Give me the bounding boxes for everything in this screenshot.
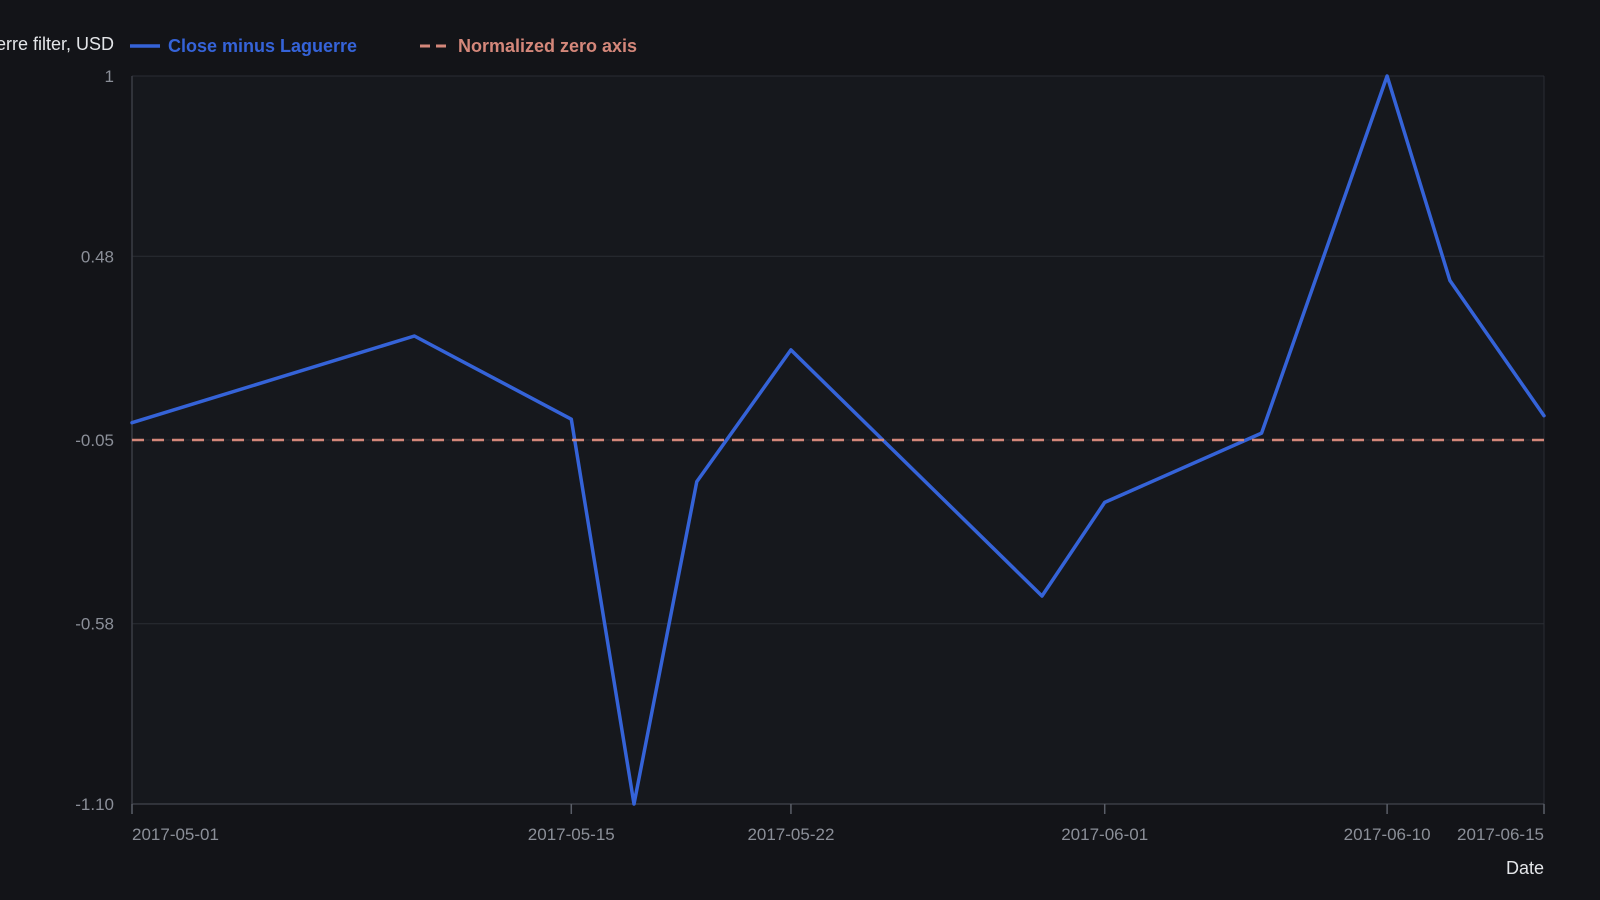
y-tick-label: -0.05 <box>75 431 114 450</box>
y-tick-label: -1.10 <box>75 795 114 814</box>
y-tick-label: 0.48 <box>81 247 114 266</box>
x-tick-label: 2017-06-01 <box>1061 825 1148 844</box>
legend-label: Close minus Laguerre <box>168 36 357 56</box>
close-minus-laguerre-line <box>130 74 1546 806</box>
axis-layer: 1 0.48 -0.05 -0.58 -1.10 2017-05-01 2017-05-15… <box>0 34 1545 878</box>
y-axis-title: Close minus Laguerre filter, USD <box>0 34 114 54</box>
x-tick-label: 2017-05-15 <box>528 825 615 844</box>
x-tick-label: 2017-05-01 <box>132 825 219 844</box>
x-tick-label: 2017-06-10 <box>1344 825 1431 844</box>
y-tick-label: 1 <box>105 67 114 86</box>
legend: Close minus Laguerre Normalized zero axis <box>130 36 637 56</box>
legend-label: Normalized zero axis <box>458 36 637 56</box>
x-tick-label: 2017-06-15 <box>1457 825 1544 844</box>
y-tick-label: -0.58 <box>75 615 114 634</box>
series-layer <box>130 74 1546 806</box>
x-axis-title: Date <box>1506 858 1544 878</box>
x-tick-label: 2017-05-22 <box>747 825 834 844</box>
